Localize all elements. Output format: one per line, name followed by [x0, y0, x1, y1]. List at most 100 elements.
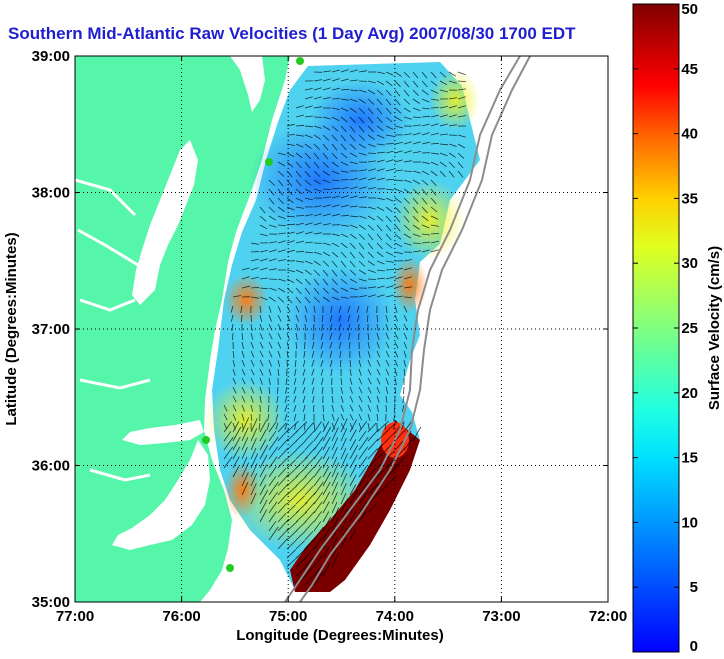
velocity-vector	[358, 177, 367, 181]
velocity-vector	[340, 492, 347, 505]
velocity-vector	[259, 464, 268, 478]
chesapeake-bay	[132, 140, 198, 305]
velocity-vector	[394, 305, 398, 313]
velocity-vector	[259, 359, 264, 367]
velocity-vector	[313, 170, 321, 177]
velocity-vector	[295, 314, 299, 322]
velocity-vector	[358, 456, 368, 469]
velocity-vector	[348, 332, 351, 340]
velocity-vector	[331, 143, 338, 151]
velocity-vector	[349, 260, 356, 268]
velocity-vector	[340, 537, 347, 550]
velocity-vector	[331, 472, 339, 487]
velocity-vector	[356, 305, 360, 313]
velocity-vector	[331, 287, 339, 294]
velocity-vector	[277, 538, 288, 550]
velocity-vector	[394, 107, 402, 114]
velocity-vector	[385, 168, 394, 172]
velocity-vector	[376, 285, 385, 289]
velocity-vector	[293, 404, 297, 412]
velocity-vector	[394, 314, 399, 322]
velocity-vector	[367, 332, 370, 341]
radar-site-marker	[226, 564, 234, 572]
velocity-vector	[241, 359, 245, 367]
velocity-vector	[340, 447, 347, 460]
velocity-vector	[376, 134, 385, 139]
velocity-vector	[322, 466, 330, 478]
velocity-vector	[321, 386, 324, 394]
velocity-vector	[349, 233, 357, 240]
velocity-vector	[304, 536, 317, 550]
velocity-vector	[439, 161, 447, 168]
velocity-vector	[412, 233, 421, 237]
velocity-vector	[367, 187, 376, 190]
velocity-vector	[259, 386, 263, 394]
velocity-vector	[394, 431, 404, 442]
velocity-vector	[232, 386, 237, 394]
velocity-vector	[250, 267, 259, 271]
velocity-vector	[376, 350, 381, 358]
velocity-vector	[331, 134, 338, 142]
velocity-vector	[277, 473, 289, 487]
velocity-vector	[232, 350, 235, 358]
velocity-vector	[367, 251, 374, 258]
velocity-vector	[286, 123, 295, 127]
velocity-vector	[331, 179, 340, 182]
velocity-vector	[268, 359, 272, 367]
velocity-vector	[403, 133, 412, 136]
velocity-vector	[367, 503, 377, 514]
velocity-vector	[340, 107, 349, 112]
velocity-vector	[250, 463, 258, 478]
velocity-vector	[322, 436, 331, 451]
velocity-vector	[376, 368, 381, 376]
velocity-vector	[439, 123, 448, 127]
velocity-vector	[349, 464, 358, 478]
velocity-vector	[376, 294, 385, 298]
velocity-vector	[430, 80, 438, 87]
velocity-vector	[313, 287, 320, 295]
velocity-vector	[241, 417, 250, 433]
velocity-vector	[232, 295, 241, 298]
velocity-vector	[394, 150, 403, 154]
velocity-vector	[295, 269, 304, 274]
velocity-vector	[340, 413, 345, 421]
velocity-vector	[367, 368, 372, 376]
velocity-vector	[376, 341, 380, 349]
velocity-vector	[259, 314, 263, 322]
velocity-vector	[284, 395, 288, 403]
velocity-vector	[358, 421, 367, 433]
velocity-vector	[304, 188, 313, 194]
velocity-vector	[321, 314, 324, 323]
velocity-vector	[376, 314, 378, 323]
velocity-vector	[277, 493, 288, 505]
velocity-vector	[349, 69, 358, 73]
velocity-vector	[231, 323, 234, 331]
velocity-vector	[286, 161, 294, 168]
velocity-vector	[286, 341, 290, 349]
velocity-vector	[412, 71, 419, 79]
velocity-vector	[250, 323, 253, 331]
velocity-vector	[358, 511, 367, 523]
velocity-vector	[259, 350, 264, 358]
colorbar-tick-label: 5	[690, 579, 698, 596]
velocity-vector	[394, 188, 403, 193]
velocity-vector	[340, 233, 349, 238]
velocity-vector	[277, 483, 289, 496]
velocity-vector	[421, 170, 430, 176]
velocity-vector	[403, 206, 410, 214]
velocity-vector	[349, 186, 358, 190]
velocity-vector	[313, 251, 322, 255]
y-tick-label: 36:00	[32, 458, 70, 475]
velocity-vector	[358, 98, 366, 104]
velocity-vector	[349, 269, 357, 276]
velocity-vector	[394, 125, 403, 129]
velocity-vector	[403, 150, 412, 154]
velocity-vector	[322, 260, 330, 267]
velocity-vector	[277, 215, 286, 220]
velocity-vector	[340, 143, 347, 151]
velocity-vector	[267, 404, 270, 413]
velocity-vector	[394, 242, 403, 248]
velocity-vector	[358, 404, 363, 412]
velocity-vector	[430, 197, 437, 205]
velocity-vector	[385, 260, 394, 263]
